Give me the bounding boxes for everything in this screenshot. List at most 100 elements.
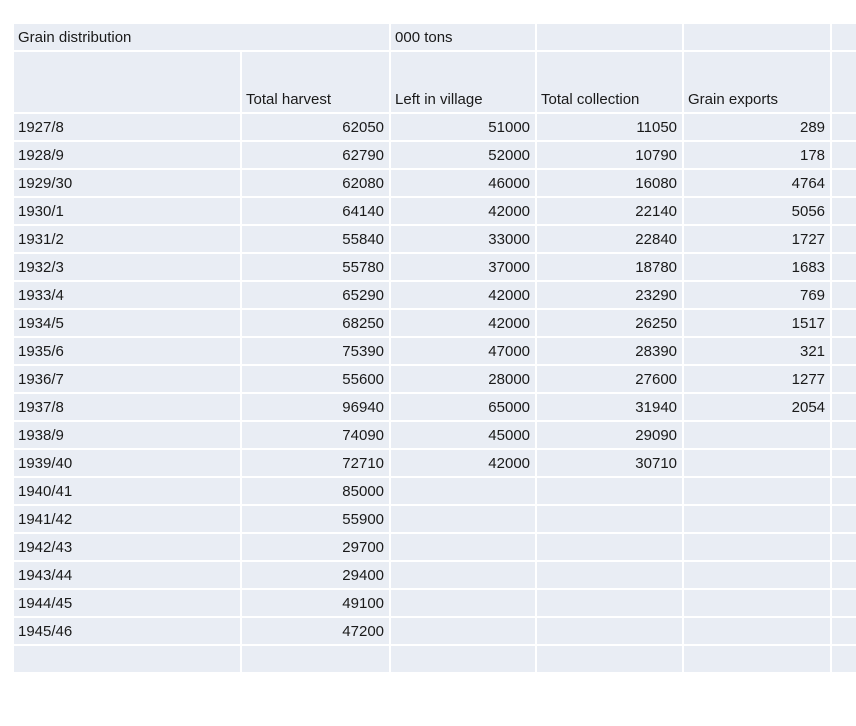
- empty-cell[interactable]: [389, 476, 538, 506]
- value-cell[interactable]: 16080: [535, 168, 685, 198]
- empty-cell[interactable]: [830, 588, 856, 618]
- empty-cell[interactable]: [239, 644, 392, 674]
- empty-cell[interactable]: [830, 280, 856, 310]
- empty-cell[interactable]: [682, 616, 833, 646]
- value-cell[interactable]: 62790: [239, 140, 392, 170]
- empty-cell[interactable]: [830, 112, 856, 142]
- empty-cell[interactable]: [682, 644, 833, 674]
- year-cell[interactable]: 1942/43: [12, 532, 242, 562]
- year-cell[interactable]: 1944/45: [12, 588, 242, 618]
- value-cell[interactable]: 85000: [239, 476, 392, 506]
- year-cell[interactable]: 1929/30: [12, 168, 242, 198]
- empty-cell[interactable]: [389, 560, 538, 590]
- empty-cell[interactable]: [535, 504, 685, 534]
- value-cell[interactable]: 47000: [389, 336, 538, 366]
- unit-cell[interactable]: 000 tons: [389, 22, 538, 52]
- empty-cell[interactable]: [389, 616, 538, 646]
- empty-cell[interactable]: [682, 22, 833, 52]
- column-header-left-in-village[interactable]: Left in village: [389, 50, 538, 114]
- empty-cell[interactable]: [830, 252, 856, 282]
- empty-cell[interactable]: [535, 644, 685, 674]
- value-cell[interactable]: 1727: [682, 224, 833, 254]
- value-cell[interactable]: 75390: [239, 336, 392, 366]
- empty-cell[interactable]: [830, 420, 856, 450]
- year-cell[interactable]: 1945/46: [12, 616, 242, 646]
- value-cell[interactable]: 51000: [389, 112, 538, 142]
- value-cell[interactable]: 10790: [535, 140, 685, 170]
- empty-cell[interactable]: [830, 22, 856, 52]
- empty-cell[interactable]: [389, 504, 538, 534]
- value-cell[interactable]: 65290: [239, 280, 392, 310]
- value-cell[interactable]: 28000: [389, 364, 538, 394]
- year-cell[interactable]: [12, 644, 242, 674]
- empty-cell[interactable]: [830, 224, 856, 254]
- value-cell[interactable]: 29090: [535, 420, 685, 450]
- value-cell[interactable]: 31940: [535, 392, 685, 422]
- value-cell[interactable]: 62050: [239, 112, 392, 142]
- year-cell[interactable]: 1943/44: [12, 560, 242, 590]
- column-header-total-collection[interactable]: Total collection: [535, 50, 685, 114]
- value-cell[interactable]: 289: [682, 112, 833, 142]
- value-cell[interactable]: 1683: [682, 252, 833, 282]
- value-cell[interactable]: 33000: [389, 224, 538, 254]
- value-cell[interactable]: 42000: [389, 448, 538, 478]
- value-cell[interactable]: 321: [682, 336, 833, 366]
- value-cell[interactable]: 62080: [239, 168, 392, 198]
- value-cell[interactable]: 29400: [239, 560, 392, 590]
- value-cell[interactable]: 64140: [239, 196, 392, 226]
- value-cell[interactable]: 1517: [682, 308, 833, 338]
- value-cell[interactable]: 28390: [535, 336, 685, 366]
- value-cell[interactable]: 42000: [389, 196, 538, 226]
- value-cell[interactable]: 47200: [239, 616, 392, 646]
- value-cell[interactable]: 18780: [535, 252, 685, 282]
- year-cell[interactable]: 1938/9: [12, 420, 242, 450]
- value-cell[interactable]: 27600: [535, 364, 685, 394]
- value-cell[interactable]: 30710: [535, 448, 685, 478]
- value-cell[interactable]: 49100: [239, 588, 392, 618]
- value-cell[interactable]: 769: [682, 280, 833, 310]
- value-cell[interactable]: 4764: [682, 168, 833, 198]
- empty-cell[interactable]: [389, 644, 538, 674]
- empty-cell[interactable]: [12, 50, 242, 114]
- empty-cell[interactable]: [830, 140, 856, 170]
- column-header-grain-exports[interactable]: Grain exports: [682, 50, 833, 114]
- empty-cell[interactable]: [682, 420, 833, 450]
- value-cell[interactable]: 55900: [239, 504, 392, 534]
- empty-cell[interactable]: [830, 476, 856, 506]
- value-cell[interactable]: 1277: [682, 364, 833, 394]
- year-cell[interactable]: 1936/7: [12, 364, 242, 394]
- year-cell[interactable]: 1934/5: [12, 308, 242, 338]
- empty-cell[interactable]: [535, 532, 685, 562]
- value-cell[interactable]: 37000: [389, 252, 538, 282]
- value-cell[interactable]: 46000: [389, 168, 538, 198]
- empty-cell[interactable]: [830, 532, 856, 562]
- empty-cell[interactable]: [682, 560, 833, 590]
- value-cell[interactable]: 42000: [389, 308, 538, 338]
- value-cell[interactable]: 45000: [389, 420, 538, 450]
- year-cell[interactable]: 1932/3: [12, 252, 242, 282]
- value-cell[interactable]: 68250: [239, 308, 392, 338]
- year-cell[interactable]: 1927/8: [12, 112, 242, 142]
- year-cell[interactable]: 1933/4: [12, 280, 242, 310]
- empty-cell[interactable]: [535, 22, 685, 52]
- empty-cell[interactable]: [389, 532, 538, 562]
- value-cell[interactable]: 29700: [239, 532, 392, 562]
- empty-cell[interactable]: [830, 308, 856, 338]
- value-cell[interactable]: 55780: [239, 252, 392, 282]
- value-cell[interactable]: 5056: [682, 196, 833, 226]
- empty-cell[interactable]: [830, 392, 856, 422]
- empty-cell[interactable]: [830, 364, 856, 394]
- empty-cell[interactable]: [682, 532, 833, 562]
- value-cell[interactable]: 96940: [239, 392, 392, 422]
- year-cell[interactable]: 1941/42: [12, 504, 242, 534]
- empty-cell[interactable]: [682, 588, 833, 618]
- empty-cell[interactable]: [535, 616, 685, 646]
- empty-cell[interactable]: [830, 448, 856, 478]
- empty-cell[interactable]: [682, 476, 833, 506]
- year-cell[interactable]: 1930/1: [12, 196, 242, 226]
- empty-cell[interactable]: [535, 588, 685, 618]
- year-cell[interactable]: 1940/41: [12, 476, 242, 506]
- value-cell[interactable]: 11050: [535, 112, 685, 142]
- empty-cell[interactable]: [830, 336, 856, 366]
- year-cell[interactable]: 1937/8: [12, 392, 242, 422]
